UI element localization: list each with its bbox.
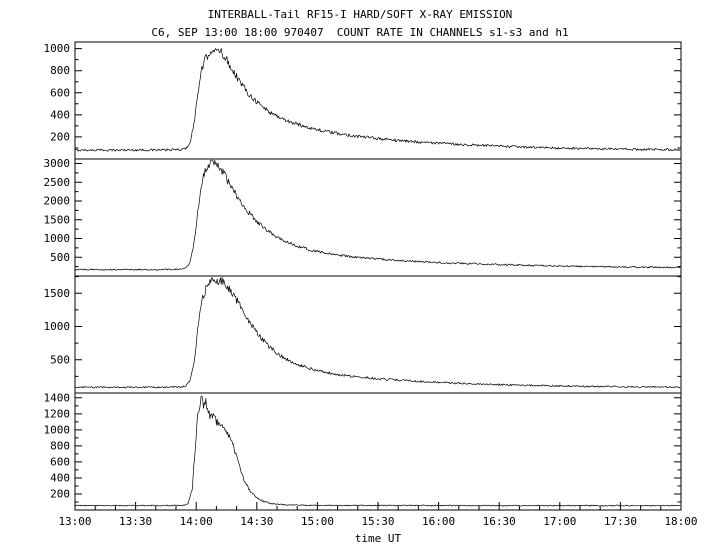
panel-s3: 500 1000 1500 <box>44 275 682 394</box>
y-tick-label: 400 <box>50 471 70 484</box>
x-tick-label: 17:00 <box>543 515 576 528</box>
trace-s1 <box>75 47 681 152</box>
trace-s2 <box>74 159 681 271</box>
y-tick-label: 1000 <box>44 232 71 245</box>
chart-subtitle: C6, SEP 13:00 18:00 970407 COUNT RATE IN… <box>151 26 569 39</box>
y-tick-label: 1200 <box>44 407 71 420</box>
y-tick-label: 2000 <box>44 195 71 208</box>
y-tick-label: 800 <box>50 439 70 452</box>
y-tick-label: 1400 <box>44 391 71 404</box>
y-tick-label: 1000 <box>44 423 71 436</box>
trace-s3 <box>74 276 681 389</box>
y-tick-label: 200 <box>50 487 70 500</box>
chart-title: INTERBALL-Tail RF15-I HARD/SOFT X-RAY EM… <box>207 8 513 21</box>
y-tick-label: 2500 <box>44 176 71 189</box>
y-tick-label: 600 <box>50 455 70 468</box>
y-tick-label: 500 <box>50 251 70 264</box>
x-tick-label: 17:30 <box>604 515 637 528</box>
x-tick-label: 16:30 <box>483 515 516 528</box>
panel-s2: 500 1000 1500 2000 2500 3000 <box>44 157 682 277</box>
y-tick-label: 200 <box>50 130 70 143</box>
x-tick-label: 14:30 <box>240 515 273 528</box>
x-tick-label: 15:30 <box>361 515 394 528</box>
y-tick-label: 1500 <box>44 213 71 226</box>
y-tick-label: 400 <box>50 108 70 121</box>
x-tick-label: 14:00 <box>180 515 213 528</box>
panel-s1: 200 400 600 800 1000 <box>44 41 682 160</box>
trace-h1 <box>74 395 681 507</box>
y-tick-label: 800 <box>50 64 70 77</box>
x-tick-label: 16:00 <box>422 515 455 528</box>
y-tick-label: 1000 <box>44 42 71 55</box>
y-tick-label: 1500 <box>44 287 71 300</box>
y-tick-label: 600 <box>50 86 70 99</box>
y-tick-label: 1000 <box>44 320 71 333</box>
y-tick-label: 500 <box>50 353 70 366</box>
x-axis-label: time UT <box>355 532 402 545</box>
panel-h1: 200 400 600 800 1000 1200 1400 <box>44 391 682 511</box>
y-tick-label: 3000 <box>44 157 71 170</box>
x-tick-label: 13:00 <box>58 515 91 528</box>
x-tick-label: 13:30 <box>119 515 152 528</box>
x-tick-label: 18:00 <box>664 515 697 528</box>
x-tick-label: 15:00 <box>301 515 334 528</box>
